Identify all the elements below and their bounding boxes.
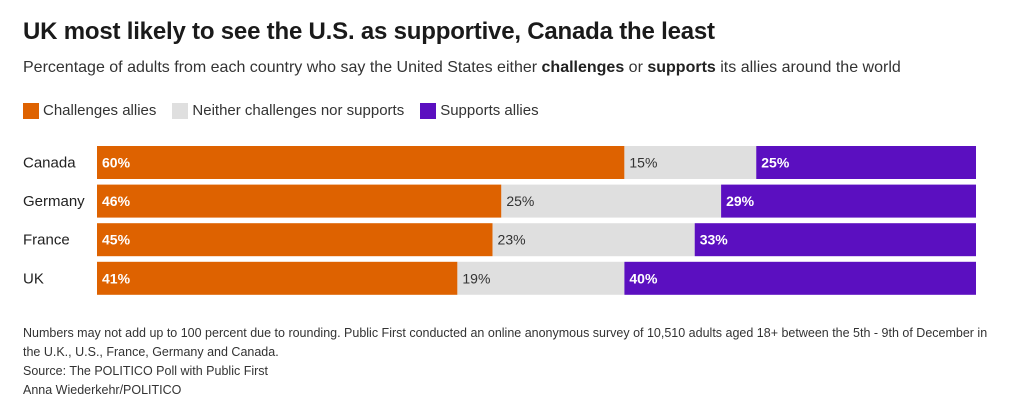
bar-segment: [721, 184, 976, 218]
bar-segment: [501, 184, 722, 218]
chart-subtitle: Percentage of adults from each country w…: [23, 59, 901, 77]
bar-segment: [457, 261, 625, 295]
subtitle-text: Percentage of adults from each country w…: [23, 59, 542, 76]
category-label: Germany: [23, 193, 85, 210]
legend-label: Challenges allies: [43, 102, 157, 119]
bar-segment: [97, 146, 625, 179]
subtitle-text: or: [624, 59, 648, 76]
subtitle-emphasis: challenges: [541, 59, 625, 76]
data-label: 40%: [629, 270, 658, 286]
legend-swatch: [420, 102, 437, 119]
bar-segment: [624, 261, 976, 295]
bar-segment: [756, 146, 976, 179]
bar-row: France 45% 23% 33%: [23, 223, 976, 257]
data-label: 29%: [726, 193, 755, 209]
legend-swatch: [23, 102, 39, 119]
data-label: 41%: [102, 270, 131, 286]
data-label: 19%: [462, 270, 490, 286]
data-label: 33%: [700, 232, 729, 248]
category-label: Canada: [23, 155, 76, 172]
bar-segment: [624, 146, 757, 179]
data-label: 15%: [629, 155, 657, 171]
subtitle-emphasis: supports: [647, 59, 716, 76]
bar-row: Canada 60% 15% 25%: [23, 146, 976, 179]
footnote-note: Numbers may not add up to 100 percent du…: [23, 326, 988, 359]
category-label: UK: [23, 270, 44, 287]
chart-title: UK most likely to see the U.S. as suppor…: [23, 18, 715, 45]
legend-item: Supports allies: [420, 102, 539, 119]
bar-segment: [97, 184, 502, 218]
legend-item: Challenges allies: [23, 102, 156, 119]
bar-segment: [97, 223, 493, 257]
legend-label: Neither challenges nor supports: [192, 102, 405, 119]
bar-segment: [694, 223, 976, 257]
data-label: 45%: [102, 232, 131, 248]
bar-row: Germany 46% 25% 29%: [23, 184, 976, 218]
category-label: France: [23, 232, 70, 249]
legend: Challenges allies Neither challenges nor …: [23, 102, 555, 119]
footnote-source: Source: The POLITICO Poll with Public Fi…: [23, 364, 268, 378]
legend-item: Neither challenges nor supports: [172, 102, 404, 119]
subtitle-text: its allies around the world: [715, 59, 901, 76]
legend-swatch: [172, 102, 189, 119]
data-label: 46%: [102, 193, 131, 209]
footnote-credit: Anna Wiederkehr/POLITICO: [23, 383, 182, 397]
data-label: 23%: [498, 232, 526, 248]
data-label: 25%: [761, 155, 790, 171]
bar-row: UK 41% 19% 40%: [23, 261, 976, 295]
footnote: Numbers may not add up to 100 percent du…: [23, 324, 1003, 400]
bar-segment: [492, 223, 695, 257]
data-label: 60%: [102, 155, 131, 171]
legend-label: Supports allies: [440, 102, 539, 119]
data-label: 25%: [506, 193, 534, 209]
bar-segment: [97, 261, 458, 295]
